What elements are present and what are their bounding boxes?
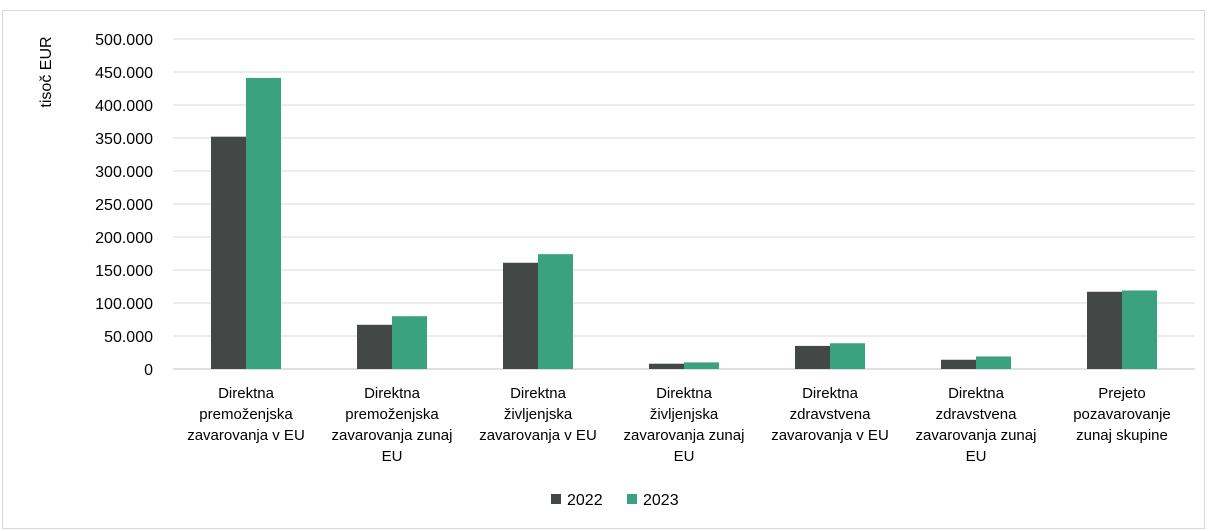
y-tick-label: 150.000 [95, 263, 153, 280]
x-tick-label-line: zavarovanja v EU [771, 427, 889, 444]
x-tick-label-line: Direktna [510, 385, 567, 402]
bar-2022 [503, 262, 538, 369]
x-tick-label-line: zunaj skupine [1076, 427, 1168, 444]
x-tick-label-line: zdravstvena [790, 406, 872, 423]
bar-2022 [649, 363, 684, 369]
x-tick-label-line: Direktna [218, 385, 275, 402]
x-tick-label-line: premoženjska [199, 406, 293, 423]
y-tick-label: 500.000 [95, 32, 153, 49]
x-tick-label-line: Direktna [802, 385, 859, 402]
y-tick-label: 450.000 [95, 65, 153, 82]
x-tick-label: Direktna premoženjska zavarovanja v EU [187, 385, 305, 444]
y-tick-label: 250.000 [95, 197, 153, 214]
bar-2022 [1087, 291, 1122, 369]
x-tick-label-line: premoženjska [345, 406, 439, 423]
x-tick-label-line: Prejeto [1098, 385, 1146, 402]
x-tick-label: Prejeto pozavarovanje zunaj skupine [1073, 385, 1171, 444]
bar-2022 [795, 345, 830, 369]
x-tick-label-line: EU [382, 448, 403, 465]
bar-2023 [684, 362, 719, 369]
bar-2023 [392, 316, 427, 369]
legend-label-2022: 2022 [567, 492, 603, 509]
y-axis-title: tisoč EUR [38, 36, 55, 107]
x-tick-label-line: Direktna [364, 385, 421, 402]
bar-2022 [211, 136, 246, 369]
bar-2022 [357, 324, 392, 369]
x-tick-label-line: EU [674, 448, 695, 465]
y-tick-label: 200.000 [95, 230, 153, 247]
x-tick-label-line: Direktna [948, 385, 1005, 402]
y-tick-label: 0 [144, 362, 153, 379]
x-tick-label-line: življenjska [504, 406, 573, 423]
legend-swatch-2023 [627, 494, 637, 504]
x-tick-label: Direktna premoženjska zavarovanja zunaj EU [332, 385, 453, 465]
y-tick-label: 300.000 [95, 164, 153, 181]
bar-2023 [830, 343, 865, 369]
x-tick-label-line: zavarovanja v EU [187, 427, 305, 444]
bar-2023 [538, 254, 573, 369]
x-tick-label: Direktna zdravstvena zavarovanja v EU [771, 385, 889, 444]
x-tick-label-line: zavarovanja zunaj [624, 427, 745, 444]
y-tick-label: 100.000 [95, 296, 153, 313]
x-tick-label-line: zavarovanja v EU [479, 427, 597, 444]
x-tick-label-line: zavarovanja zunaj [916, 427, 1037, 444]
x-tick-label: Direktna življenjska zavarovanja zunaj EU [624, 385, 745, 465]
y-tick-label: 400.000 [95, 98, 153, 115]
chart-frame: 0 50.000 100.000 150.000 200.000 250.000 300.0… [2, 10, 1205, 529]
bar-2023 [1122, 290, 1157, 369]
x-tick-label-line: zdravstvena [936, 406, 1018, 423]
bar-2023 [246, 77, 281, 369]
legend-swatch-2022 [551, 494, 561, 504]
bar-2023 [976, 356, 1011, 369]
x-tick-label: Direktna zdravstvena zavarovanja zunaj EU [916, 385, 1037, 465]
x-tick-label-line: Direktna [656, 385, 713, 402]
bar-chart: 0 50.000 100.000 150.000 200.000 250.000 300.0… [38, 32, 1195, 509]
y-tick-label: 350.000 [95, 131, 153, 148]
bar-2022 [941, 359, 976, 369]
legend-label-2023: 2023 [643, 492, 679, 509]
x-tick-label: Direktna življenjska zavarovanja v EU [479, 385, 597, 444]
x-tick-label-line: EU [966, 448, 987, 465]
y-tick-label: 50.000 [104, 329, 153, 346]
x-tick-label-line: zavarovanja zunaj [332, 427, 453, 444]
x-tick-label-line: pozavarovanje [1073, 406, 1171, 423]
x-tick-label-line: življenjska [650, 406, 719, 423]
